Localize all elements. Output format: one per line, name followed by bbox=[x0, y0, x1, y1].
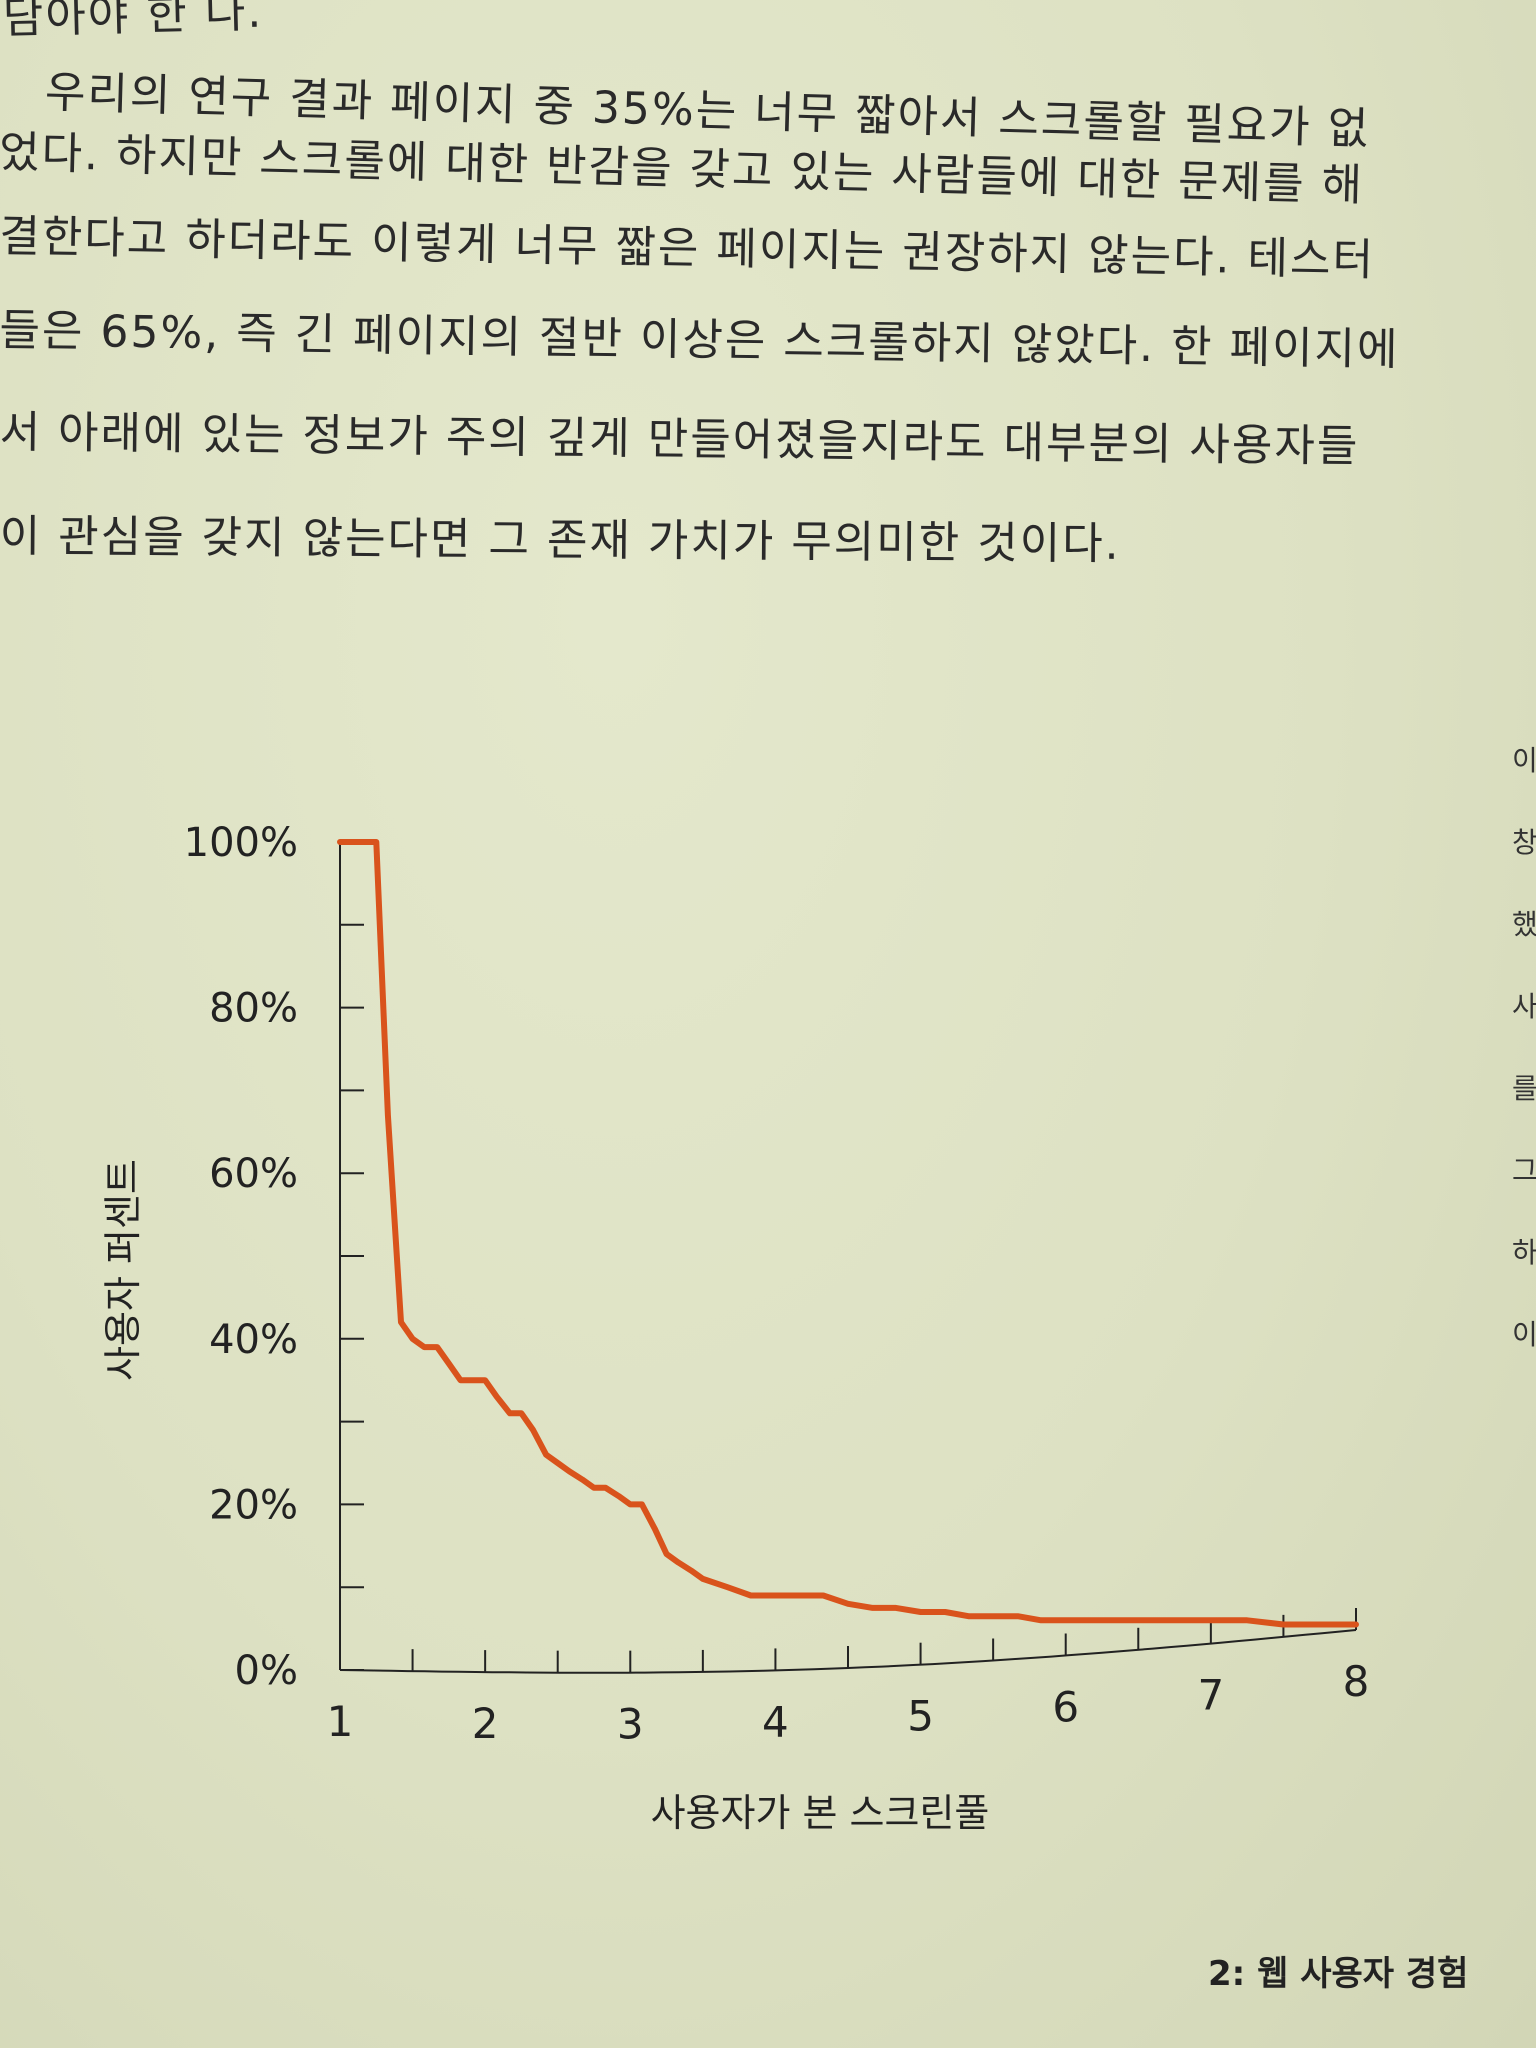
x-tick-label: 2 bbox=[472, 1699, 499, 1748]
scroll-depth-line bbox=[337, 839, 1359, 1628]
adjacent-char: 했 bbox=[1512, 908, 1536, 941]
adjacent-char: 를 bbox=[1512, 1072, 1536, 1105]
x-tick-label: 5 bbox=[907, 1692, 934, 1741]
x-axis-label: 사용자가 본 스크린풀 bbox=[651, 1791, 990, 1835]
adjacent-char: 창 bbox=[1512, 826, 1536, 859]
y-tick-label: 100% bbox=[184, 820, 298, 866]
y-tick-label: 60% bbox=[209, 1151, 298, 1197]
y-axis-label: 사용자 퍼센트 bbox=[101, 1159, 145, 1381]
x-tick-label: 4 bbox=[762, 1697, 789, 1746]
x-tick-label: 3 bbox=[617, 1700, 644, 1749]
adjacent-char: 사 bbox=[1512, 990, 1536, 1023]
chapter-footer: 2: 웹 사용자 경험 bbox=[1208, 1954, 1469, 1994]
series bbox=[337, 839, 1359, 1628]
adjacent-page-text: 이 창 했 사 를 그 하 이 bbox=[1512, 720, 1536, 1376]
y-axis: 0% 20% 40% 60% 80% 100% bbox=[184, 820, 364, 1694]
x-tick-label: 6 bbox=[1052, 1683, 1079, 1732]
x-tick-label: 7 bbox=[1197, 1671, 1224, 1720]
x-tick-label: 8 bbox=[1343, 1657, 1370, 1706]
adjacent-char: 이 bbox=[1512, 1318, 1536, 1351]
x-tick-label: 1 bbox=[327, 1697, 354, 1746]
adjacent-char: 이 bbox=[1512, 744, 1536, 777]
y-tick-label: 20% bbox=[209, 1482, 298, 1528]
y-tick-label: 0% bbox=[235, 1648, 298, 1694]
x-axis: 1 2 3 4 5 6 7 8 bbox=[327, 1608, 1370, 1749]
y-tick-label: 80% bbox=[209, 986, 298, 1032]
y-tick-label: 40% bbox=[209, 1317, 298, 1363]
adjacent-char: 하 bbox=[1512, 1236, 1536, 1269]
adjacent-char: 그 bbox=[1512, 1154, 1536, 1187]
